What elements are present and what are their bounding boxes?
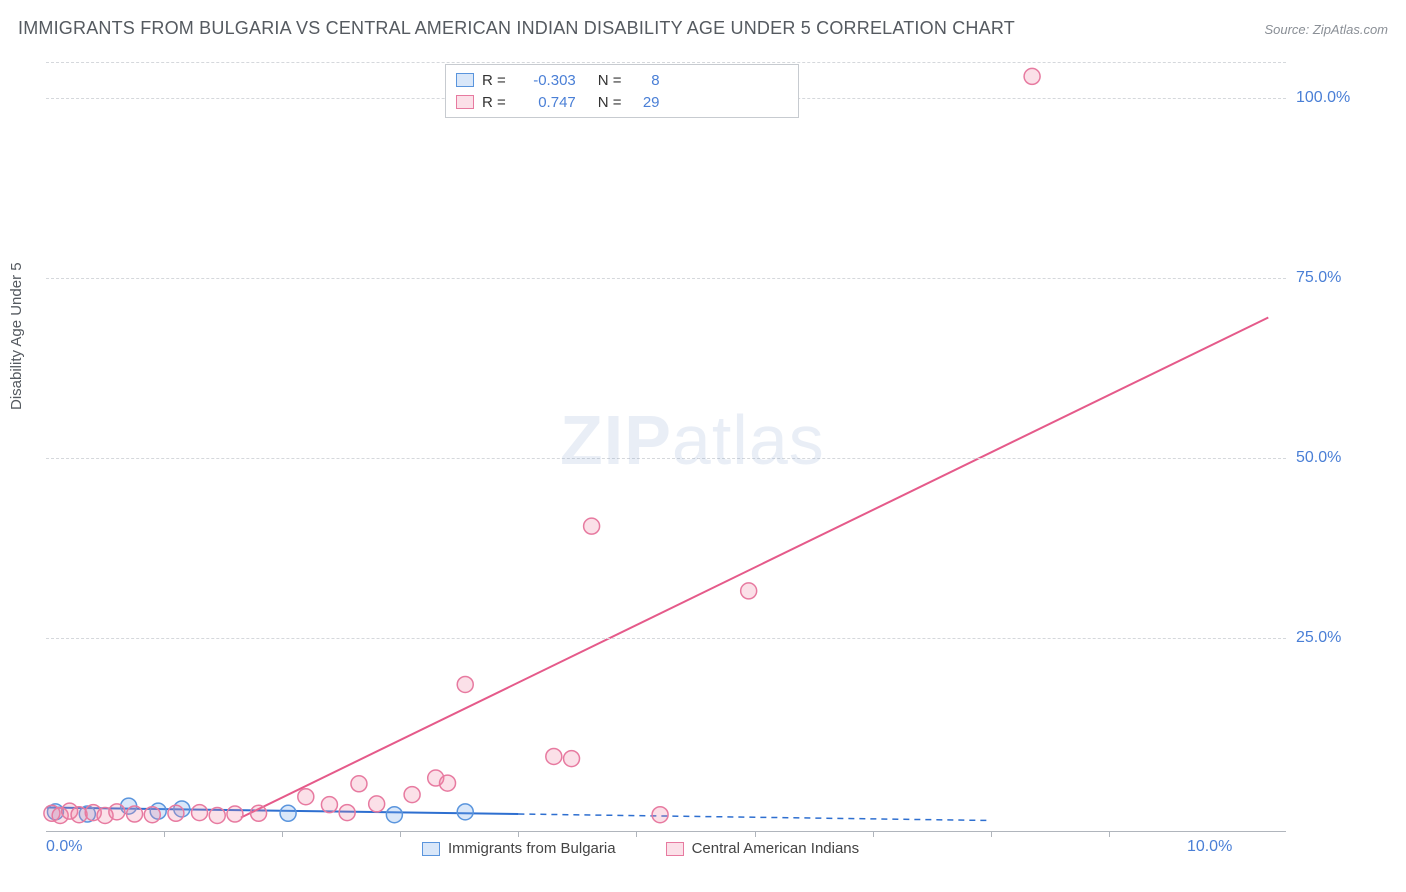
- x-tick-minor: [636, 831, 637, 837]
- scatter-point: [457, 804, 473, 820]
- legend-item: Central American Indians: [666, 840, 860, 857]
- legend-item: Immigrants from Bulgaria: [422, 840, 616, 857]
- x-tick-minor: [282, 831, 283, 837]
- y-tick-label: 100.0%: [1296, 89, 1350, 107]
- stat-n-label: N =: [598, 94, 622, 111]
- legend: Immigrants from Bulgaria Central American…: [422, 840, 859, 857]
- x-tick-minor: [1109, 831, 1110, 837]
- stat-n-value: 8: [630, 72, 660, 89]
- scatter-point: [227, 806, 243, 822]
- stat-r-label: R =: [482, 72, 506, 89]
- stat-r-value: -0.303: [514, 72, 576, 89]
- scatter-point: [321, 797, 337, 813]
- scatter-point: [109, 804, 125, 820]
- scatter-point: [652, 807, 668, 823]
- scatter-point: [440, 775, 456, 791]
- stats-box: R = -0.303 N = 8 R = 0.747 N = 29: [445, 64, 799, 118]
- y-tick-label: 50.0%: [1296, 449, 1341, 467]
- scatter-point: [192, 805, 208, 821]
- x-tick-minor: [991, 831, 992, 837]
- trend-line: [241, 317, 1268, 817]
- scatter-point: [339, 805, 355, 821]
- legend-swatch: [666, 842, 684, 856]
- legend-swatch: [422, 842, 440, 856]
- scatter-point: [209, 807, 225, 823]
- scatter-point: [1024, 68, 1040, 84]
- stats-swatch: [456, 73, 474, 87]
- x-tick-minor: [518, 831, 519, 837]
- scatter-point: [251, 805, 267, 821]
- scatter-point: [127, 806, 143, 822]
- y-tick-label: 25.0%: [1296, 629, 1341, 647]
- trend-line-dash: [518, 814, 990, 820]
- stats-row: R = -0.303 N = 8: [456, 69, 788, 91]
- x-tick-minor: [755, 831, 756, 837]
- stat-r-value: 0.747: [514, 94, 576, 111]
- gridline: [46, 278, 1286, 279]
- stat-r-label: R =: [482, 94, 506, 111]
- chart-svg: [46, 62, 1286, 831]
- gridline: [46, 458, 1286, 459]
- stat-n-label: N =: [598, 72, 622, 89]
- gridline: [46, 638, 1286, 639]
- scatter-point: [280, 805, 296, 821]
- x-tick-label: 10.0%: [1187, 838, 1232, 856]
- y-tick-label: 75.0%: [1296, 269, 1341, 287]
- scatter-point: [386, 807, 402, 823]
- legend-label: Central American Indians: [692, 840, 860, 857]
- scatter-point: [404, 787, 420, 803]
- scatter-point: [369, 796, 385, 812]
- stats-row: R = 0.747 N = 29: [456, 91, 788, 113]
- scatter-point: [584, 518, 600, 534]
- x-tick-minor: [400, 831, 401, 837]
- y-axis-label: Disability Age Under 5: [8, 262, 25, 410]
- scatter-point: [351, 776, 367, 792]
- stat-n-value: 29: [630, 94, 660, 111]
- source-citation: Source: ZipAtlas.com: [1264, 22, 1388, 37]
- x-tick-label: 0.0%: [46, 838, 82, 856]
- scatter-point: [298, 789, 314, 805]
- gridline: [46, 62, 1286, 63]
- scatter-point: [168, 805, 184, 821]
- scatter-point: [144, 807, 160, 823]
- x-tick-minor: [164, 831, 165, 837]
- scatter-point: [457, 676, 473, 692]
- x-tick-minor: [873, 831, 874, 837]
- plot-area: [46, 62, 1286, 832]
- scatter-point: [564, 751, 580, 767]
- scatter-point: [546, 748, 562, 764]
- legend-label: Immigrants from Bulgaria: [448, 840, 616, 857]
- scatter-point: [71, 807, 87, 823]
- stats-swatch: [456, 95, 474, 109]
- chart-title: IMMIGRANTS FROM BULGARIA VS CENTRAL AMER…: [18, 18, 1015, 39]
- scatter-point: [741, 583, 757, 599]
